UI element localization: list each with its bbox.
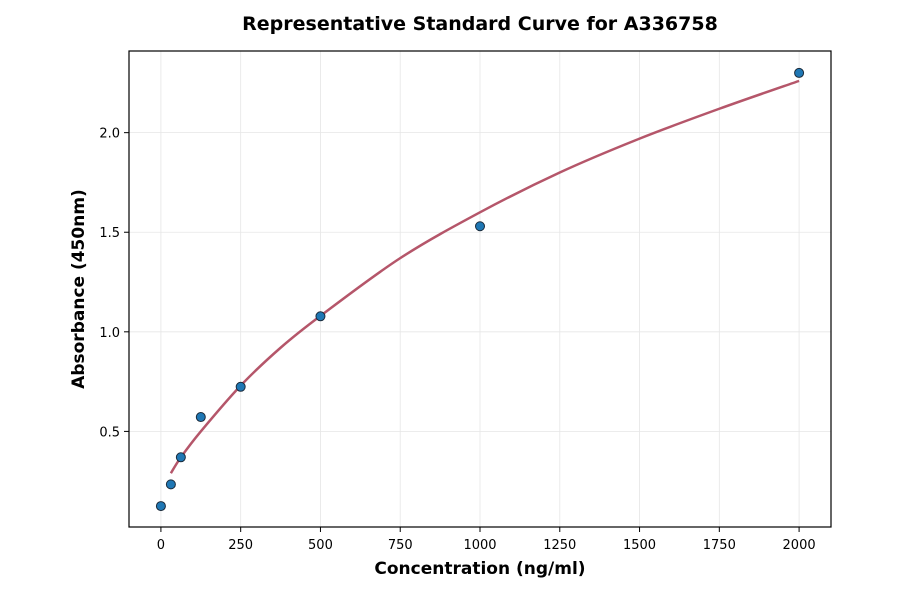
fit-curve: [169, 79, 800, 474]
x-tick-label: 750: [388, 538, 413, 553]
x-tick-label: 500: [308, 538, 333, 553]
x-tick-label: 1250: [543, 538, 576, 553]
data-point: [315, 311, 326, 322]
chart-title: Representative Standard Curve for A33675…: [242, 13, 718, 35]
x-tick-label: 1750: [703, 538, 736, 553]
y-axis-label: Absorbance (450nm): [69, 189, 89, 389]
y-tick-label: 2.0: [99, 127, 120, 142]
data-point: [794, 67, 805, 78]
y-tick-label: 0.5: [99, 425, 120, 440]
x-tick-label: 250: [228, 538, 253, 553]
data-point: [235, 381, 246, 392]
x-tick-label: 1500: [623, 538, 656, 553]
data-point: [475, 221, 485, 232]
grid: [129, 51, 831, 527]
x-tick-label: 1000: [463, 538, 496, 553]
data-point: [195, 412, 206, 423]
points-group: [155, 67, 805, 512]
x-tick-label: 0: [157, 538, 165, 553]
fit-curve-group: [169, 79, 800, 474]
data-point: [165, 479, 176, 490]
y-axis: 0.5 1.0 1.5 2.0: [99, 127, 129, 440]
y-tick-label: 1.5: [99, 226, 120, 241]
data-point: [175, 452, 186, 463]
x-tick-label: 2000: [783, 538, 816, 553]
x-axis-label: Concentration (ng/ml): [374, 559, 585, 579]
y-tick-label: 1.0: [99, 326, 120, 341]
data-point: [155, 501, 166, 512]
x-axis: 0 250 500 750 1000 1250 1500 1750 2000: [157, 527, 816, 553]
